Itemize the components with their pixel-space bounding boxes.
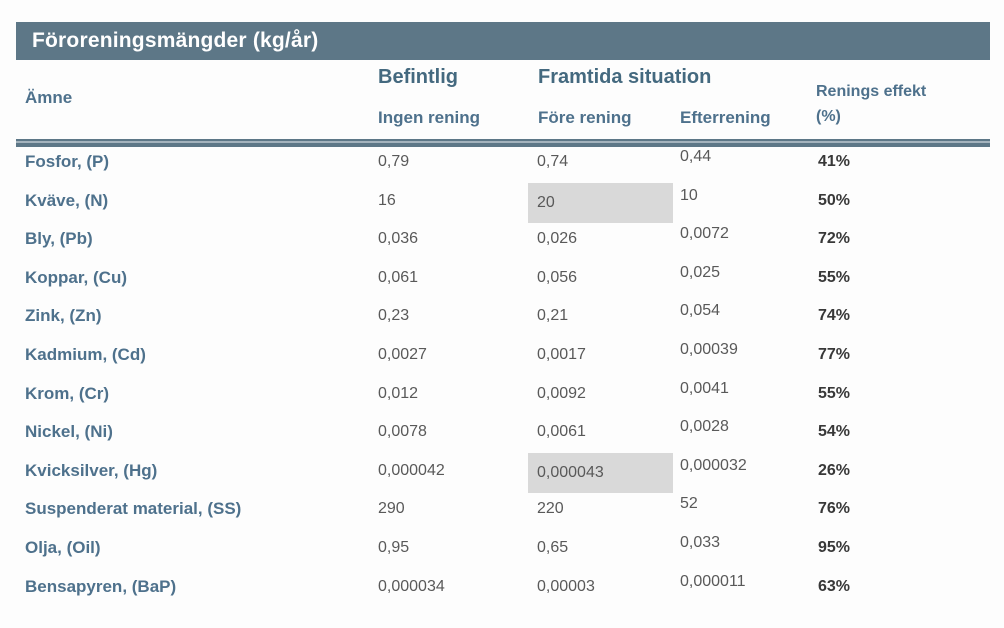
table-row: Suspenderat material, (SS) 290 220 52 76… bbox=[25, 494, 990, 533]
value-after-treatment: 0,00039 bbox=[680, 340, 738, 358]
table-row: Krom, (Cr) 0,012 0,0092 0,0041 55% bbox=[25, 379, 990, 418]
value-treatment-effect: 41% bbox=[818, 153, 851, 170]
value-after-treatment: 0,44 bbox=[680, 148, 712, 165]
value-no-treatment: 0,000042 bbox=[378, 461, 445, 479]
value-no-treatment: 16 bbox=[378, 191, 396, 209]
value-before-treatment: 20 bbox=[528, 182, 673, 223]
value-before-treatment: 0,000043 bbox=[528, 452, 673, 493]
value-no-treatment: 0,0078 bbox=[378, 423, 427, 441]
table-row: Fosfor, (P) 0,79 0,74 0,44 41% bbox=[25, 147, 990, 186]
table-row: Bly, (Pb) 0,036 0,026 0,0072 72% bbox=[25, 224, 990, 263]
value-before-treatment: 220 bbox=[537, 500, 564, 518]
column-header-after-treatment: Efterrening bbox=[680, 108, 771, 127]
value-treatment-effect: 55% bbox=[818, 384, 851, 402]
value-after-treatment: 0,033 bbox=[680, 533, 721, 551]
column-header-substance: Ämne bbox=[25, 88, 73, 107]
substance-name: Koppar, (Cu) bbox=[25, 267, 127, 287]
table-row: Bensapyren, (BaP) 0,000034 0,00003 0,000… bbox=[25, 572, 990, 611]
substance-name: Zink, (Zn) bbox=[25, 306, 102, 326]
value-no-treatment: 0,79 bbox=[378, 153, 410, 170]
value-after-treatment: 0,0041 bbox=[680, 379, 729, 397]
value-treatment-effect: 63% bbox=[818, 577, 851, 595]
value-after-treatment: 10 bbox=[680, 186, 698, 204]
substance-name: Olja, (Oil) bbox=[25, 537, 101, 557]
treatment-effect-label: Renings effekt bbox=[816, 83, 927, 100]
table-row: Kadmium, (Cd) 0,0027 0,0017 0,00039 77% bbox=[25, 340, 990, 379]
value-after-treatment: 0,000011 bbox=[680, 572, 746, 590]
substance-name: Kväve, (N) bbox=[25, 190, 109, 210]
value-no-treatment: 0,061 bbox=[378, 268, 419, 286]
value-before-treatment: 0,0092 bbox=[537, 384, 586, 402]
value-no-treatment: 0,23 bbox=[378, 307, 410, 325]
column-group-future: Framtida situation bbox=[538, 66, 712, 88]
table-row: Zink, (Zn) 0,23 0,21 0,054 74% bbox=[25, 301, 990, 340]
value-no-treatment: 0,036 bbox=[378, 230, 419, 248]
value-treatment-effect: 50% bbox=[818, 191, 851, 209]
value-treatment-effect: 76% bbox=[818, 500, 851, 518]
table-row: Koppar, (Cu) 0,061 0,056 0,025 55% bbox=[25, 263, 990, 302]
substance-name: Kadmium, (Cd) bbox=[25, 344, 146, 364]
value-no-treatment: 290 bbox=[378, 500, 405, 518]
value-treatment-effect: 72% bbox=[818, 230, 851, 248]
value-before-treatment: 0,65 bbox=[537, 538, 569, 556]
value-treatment-effect: 26% bbox=[818, 461, 851, 479]
table-row: Kväve, (N) 16 20 10 50% bbox=[25, 182, 990, 225]
value-after-treatment: 0,0072 bbox=[680, 225, 729, 243]
table-title: Föroreningsmängder (kg/år) bbox=[32, 29, 319, 52]
value-before-treatment: 0,21 bbox=[537, 307, 569, 325]
column-header-before-treatment: Före rening bbox=[538, 108, 632, 127]
value-no-treatment: 0,0027 bbox=[378, 345, 427, 363]
value-after-treatment: 0,025 bbox=[680, 263, 721, 281]
substance-name: Bensapyren, (BaP) bbox=[25, 576, 177, 596]
value-after-treatment: 0,054 bbox=[680, 302, 721, 320]
value-before-treatment: 0,0017 bbox=[537, 345, 586, 363]
table-body: Fosfor, (P) 0,79 0,74 0,44 41% Kväve, (N… bbox=[25, 147, 990, 610]
header-divider bbox=[16, 139, 990, 147]
value-before-treatment: 0,0061 bbox=[537, 423, 586, 441]
substance-name: Fosfor, (P) bbox=[25, 152, 110, 171]
value-before-treatment: 0,00003 bbox=[537, 577, 595, 595]
value-after-treatment: 0,000032 bbox=[680, 456, 747, 474]
value-treatment-effect: 77% bbox=[818, 345, 851, 363]
column-group-existing: Befintlig bbox=[378, 66, 458, 88]
table-row: Olja, (Oil) 0,95 0,65 0,033 95% bbox=[25, 533, 990, 572]
treatment-effect-unit: (%) bbox=[816, 108, 841, 125]
column-header-no-treatment: Ingen rening bbox=[378, 108, 480, 127]
value-after-treatment: 52 bbox=[680, 495, 698, 513]
value-before-treatment: 0,74 bbox=[537, 153, 569, 170]
value-treatment-effect: 55% bbox=[818, 268, 851, 286]
value-before-treatment: 0,056 bbox=[537, 268, 578, 286]
value-no-treatment: 0,000034 bbox=[378, 577, 445, 595]
value-treatment-effect: 95% bbox=[818, 538, 851, 556]
value-no-treatment: 0,012 bbox=[378, 384, 419, 402]
table-title-bar: Föroreningsmängder (kg/år) bbox=[16, 22, 990, 60]
value-before-treatment: 0,026 bbox=[537, 230, 578, 248]
substance-name: Bly, (Pb) bbox=[25, 229, 93, 249]
table-row: Kvicksilver, (Hg) 0,000042 0,000043 0,00… bbox=[25, 452, 990, 495]
column-header-treatment-effect: Renings effekt (%) bbox=[816, 79, 926, 129]
value-treatment-effect: 54% bbox=[818, 423, 851, 441]
value-after-treatment: 0,0028 bbox=[680, 418, 729, 436]
table-row: Nickel, (Ni) 0,0078 0,0061 0,0028 54% bbox=[25, 417, 990, 456]
substance-name: Krom, (Cr) bbox=[25, 383, 110, 403]
substance-name: Suspenderat material, (SS) bbox=[25, 499, 242, 519]
value-no-treatment: 0,95 bbox=[378, 538, 410, 556]
substance-name: Nickel, (Ni) bbox=[25, 422, 113, 442]
value-treatment-effect: 74% bbox=[818, 307, 851, 325]
substance-name: Kvicksilver, (Hg) bbox=[25, 460, 158, 480]
